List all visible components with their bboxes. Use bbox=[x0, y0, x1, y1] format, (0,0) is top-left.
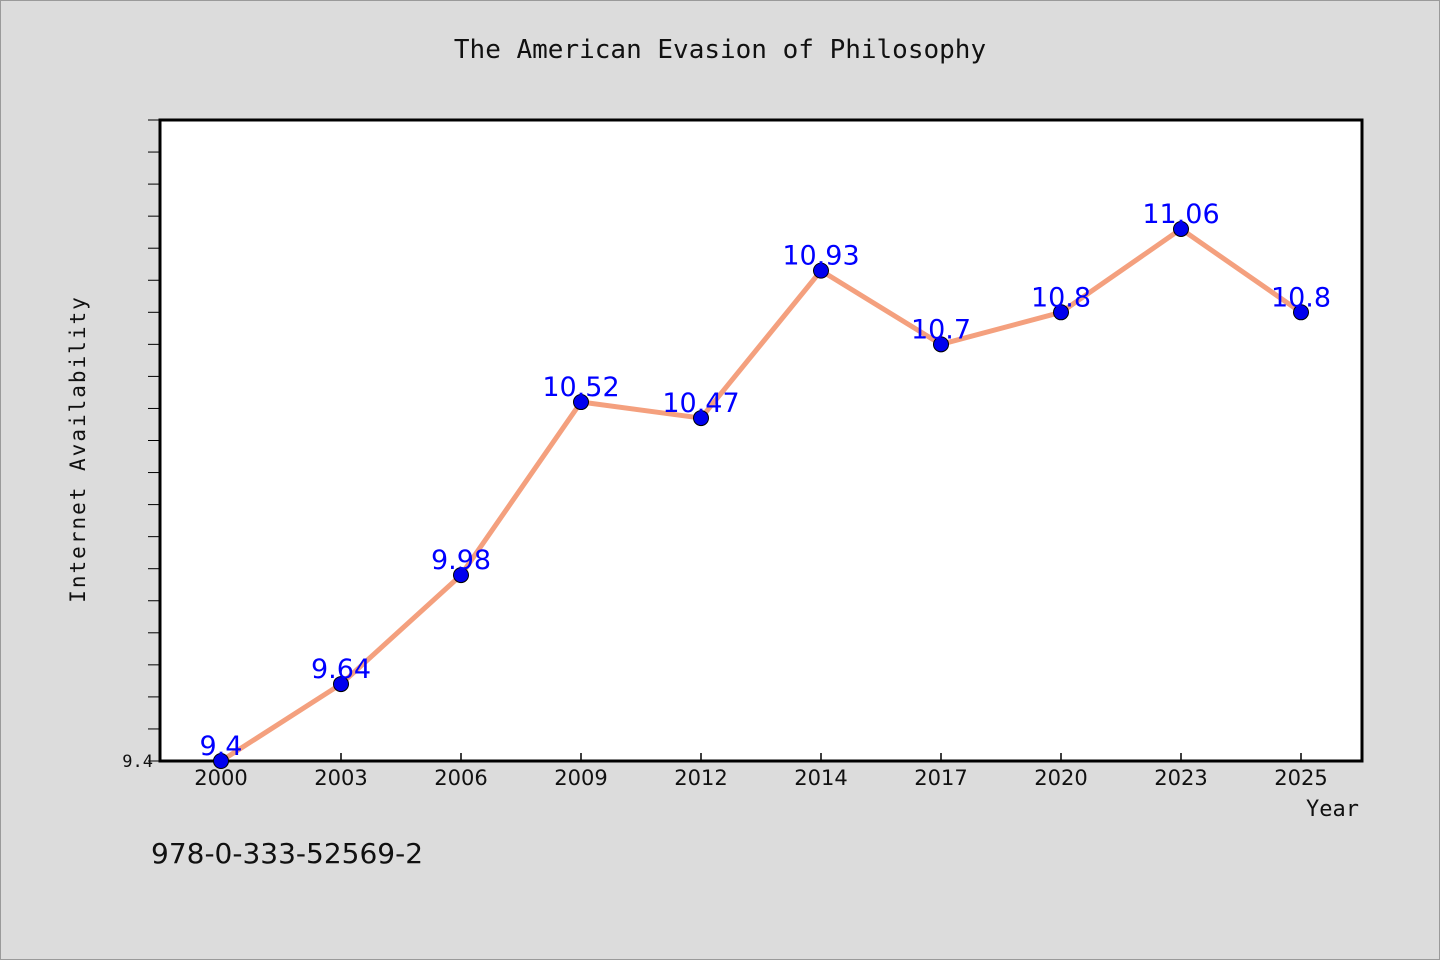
x-tick-label: 2017 bbox=[914, 766, 967, 790]
series-line-group bbox=[218, 226, 1304, 764]
x-tick-label: 2020 bbox=[1034, 766, 1087, 790]
data-label: 10.52 bbox=[542, 372, 619, 403]
y-axis-ticks bbox=[148, 119, 160, 762]
data-point bbox=[693, 410, 709, 427]
data-point bbox=[213, 753, 229, 769]
x-tick-label: 2000 bbox=[194, 766, 247, 790]
isbn-text: 978-0-333-52569-2 bbox=[151, 837, 424, 870]
data-point bbox=[1293, 304, 1309, 321]
data-point bbox=[813, 262, 829, 279]
data-label: 11.06 bbox=[1142, 199, 1219, 230]
x-tick-label: 2014 bbox=[794, 766, 847, 790]
x-tick-label: 2023 bbox=[1154, 766, 1207, 790]
x-axis-ticks: 2000 2003 2006 2009 2012 2014 2017 2020 2023 2025 bbox=[194, 753, 1328, 790]
series-line bbox=[218, 226, 1304, 764]
x-tick-label: 2003 bbox=[314, 766, 367, 790]
data-points bbox=[213, 220, 1309, 769]
data-point bbox=[333, 676, 349, 693]
data-label: 10.8 bbox=[1031, 282, 1091, 313]
data-labels: 9.4 9.64 9.98 10.52 10.47 10.93 10.7 10.8 11.06 1… bbox=[200, 199, 1332, 762]
x-axis-label: Year bbox=[1306, 797, 1359, 822]
data-label: 9.4 bbox=[200, 731, 243, 762]
data-label: 9.64 bbox=[311, 654, 371, 685]
x-tick-label: 2006 bbox=[434, 766, 487, 790]
data-point bbox=[573, 394, 589, 411]
data-label: 10.8 bbox=[1271, 282, 1331, 313]
data-point bbox=[933, 336, 949, 353]
plot-area bbox=[158, 118, 1364, 763]
chart-title: The American Evasion of Philosophy bbox=[453, 35, 987, 65]
data-label: 10.47 bbox=[662, 388, 739, 419]
data-label: 10.93 bbox=[782, 241, 859, 272]
data-label: 9.98 bbox=[431, 545, 491, 576]
x-tick-label: 2009 bbox=[554, 766, 607, 790]
y-tick-label: 9.4 bbox=[122, 752, 153, 772]
data-point bbox=[453, 567, 469, 584]
data-label: 10.7 bbox=[911, 314, 971, 345]
data-point bbox=[1053, 304, 1069, 321]
x-tick-label: 2012 bbox=[674, 766, 727, 790]
data-point bbox=[1173, 220, 1189, 237]
x-tick-label: 2025 bbox=[1274, 766, 1327, 790]
